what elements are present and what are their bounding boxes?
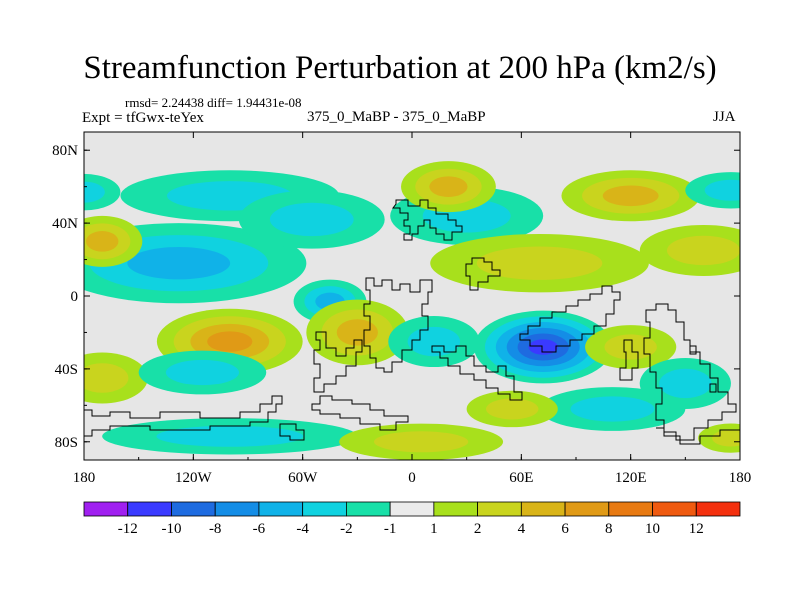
contour-region	[659, 368, 712, 399]
chart-title: Streamfunction Perturbation at 200 hPa (…	[83, 50, 717, 86]
colorbar-swatch	[564, 501, 610, 517]
colorbar-swatch	[214, 501, 260, 517]
contour-region	[528, 339, 558, 355]
contour-region	[84, 363, 129, 393]
colorbar-label: -1	[384, 521, 397, 537]
colorbar-swatch	[127, 501, 172, 517]
contour-region	[407, 326, 461, 357]
stats-line: rmsd= 2.24438 diff= 1.94431e-08	[125, 95, 302, 110]
contour-region	[666, 235, 740, 266]
colorbar-swatch	[171, 501, 216, 517]
season-label: JJA	[713, 109, 736, 125]
colorbar-swatch	[608, 501, 653, 517]
contour-region	[476, 246, 603, 280]
contour-region	[156, 425, 304, 447]
colorbar-label: -6	[253, 521, 266, 537]
contour-region	[704, 179, 740, 201]
contour-region	[486, 398, 539, 420]
contour-region	[269, 202, 354, 237]
x-tick-label: 120E	[615, 470, 647, 486]
colorbar-label: 12	[689, 521, 704, 537]
colorbar-swatch	[477, 501, 522, 517]
contour-region	[602, 185, 659, 207]
colorbar-swatch	[345, 501, 391, 517]
contour-region	[127, 247, 231, 280]
axes: 180 120W 60W 0 60E 120E 180 80N 40N 0 40S 80S	[52, 132, 751, 486]
colorbar-label: -8	[209, 521, 222, 537]
x-tick-label: 180	[729, 470, 752, 486]
colorbar-label: 6	[561, 521, 569, 537]
contour-region	[570, 396, 655, 422]
colorbar-label: -10	[161, 521, 181, 537]
colorbar-swatch	[302, 501, 347, 517]
y-tick-label: 80S	[55, 435, 78, 451]
colorbar-label: 8	[605, 521, 613, 537]
colorbar-swatch	[258, 501, 304, 517]
contour-region	[429, 176, 468, 197]
colorbar-label: -4	[296, 521, 309, 537]
x-tick-label: 60W	[288, 470, 318, 486]
x-tick-label: 120W	[175, 470, 213, 486]
y-tick-label: 40S	[55, 362, 78, 378]
contour-region	[374, 431, 469, 453]
contour-region	[86, 231, 119, 252]
y-tick-label: 80N	[52, 143, 78, 159]
x-tick-label: 0	[408, 470, 416, 486]
colorbar-swatch	[652, 501, 697, 517]
case-label: 375_0_MaBP - 375_0_MaBP	[307, 109, 486, 125]
colorbar-swatch	[433, 501, 478, 517]
colorbar-label: 4	[518, 521, 526, 537]
x-tick-label: 60E	[509, 470, 533, 486]
contour-region	[84, 181, 105, 203]
field-contours	[84, 161, 740, 460]
colorbar-swatch	[695, 501, 741, 517]
y-tick-label: 0	[71, 289, 79, 305]
contour-region	[336, 319, 378, 346]
contour-region	[207, 331, 253, 352]
colorbar-swatch	[520, 501, 566, 517]
colorbar-label: -2	[340, 521, 353, 537]
colorbar: -12 -10 -8 -6 -4 -2 -1 1 2 4 6 8 10 12	[83, 501, 741, 537]
colorbar-label: 10	[645, 521, 660, 537]
contour-region	[165, 359, 240, 386]
colorbar-label: 2	[474, 521, 482, 537]
experiment-label: Expt = tfGwx-teYex	[82, 110, 204, 126]
colorbar-label: -12	[118, 521, 138, 537]
colorbar-swatch	[83, 501, 129, 517]
colorbar-swatch	[389, 501, 435, 517]
coastlines	[84, 199, 740, 445]
contour-region	[712, 429, 740, 447]
y-tick-label: 40N	[52, 216, 78, 232]
colorbar-label: 1	[430, 521, 438, 537]
x-tick-label: 180	[73, 470, 96, 486]
